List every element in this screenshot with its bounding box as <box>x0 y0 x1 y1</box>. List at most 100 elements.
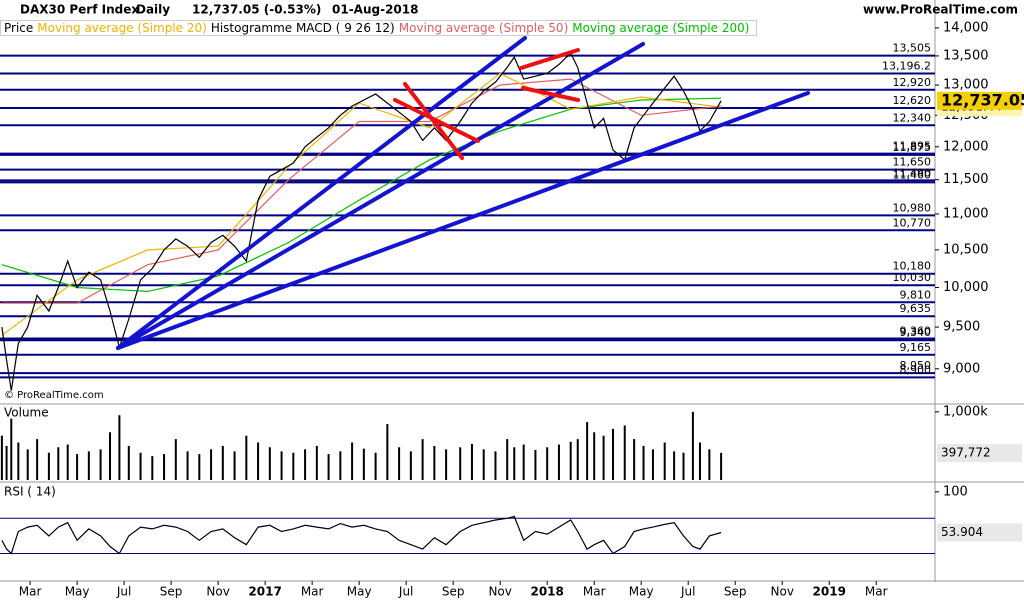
volume-bar <box>546 447 549 480</box>
trend-line <box>116 36 527 350</box>
legend: Price Moving average (Simple 20) Histogram… <box>0 20 758 36</box>
volume-bar <box>139 452 142 480</box>
volume-bar <box>304 449 307 480</box>
y-tick-label: 9,500 <box>943 320 980 335</box>
x-tick-label: 2019 <box>813 585 846 599</box>
x-tick-label: Mar <box>865 585 888 599</box>
volume-bar <box>233 451 236 480</box>
last-value-box <box>937 91 1022 110</box>
volume-bar <box>280 451 283 480</box>
volume-bar <box>127 445 130 480</box>
x-tick-label: May <box>629 585 654 599</box>
volume-bar <box>534 450 537 480</box>
legend-entry: Price <box>4 21 34 35</box>
legend-entry: Moving average (Simple 20) <box>37 21 207 35</box>
volume-bar <box>642 445 645 480</box>
y-tick-label: 1,000k <box>943 404 988 419</box>
volume-bar <box>327 454 330 480</box>
volume-bar <box>593 432 596 480</box>
volume-bar <box>174 439 177 480</box>
volume-bar <box>36 439 39 480</box>
x-tick-label: Nov <box>771 585 794 599</box>
volume-bar <box>5 445 8 480</box>
level-label: 12,920 <box>893 76 932 89</box>
panel <box>0 52 935 391</box>
trend-line <box>116 91 810 350</box>
volume-bar <box>292 452 295 480</box>
level-label: 13,505 <box>893 42 932 55</box>
volume-bar <box>245 435 248 480</box>
trend-line <box>521 86 580 102</box>
level-label: 12,340 <box>893 111 932 124</box>
x-tick-label: May <box>347 585 372 599</box>
panel-title: RSI ( 14) <box>4 485 56 499</box>
x-tick-label: Mar <box>19 585 42 599</box>
volume-bar <box>691 411 694 480</box>
moving-average <box>1 78 722 304</box>
y-tick-label: 100 <box>943 484 968 499</box>
level-label: 11,895 <box>893 140 932 153</box>
volume-bar <box>611 428 614 480</box>
x-tick-label: Mar <box>301 585 324 599</box>
volume-bar <box>623 425 626 480</box>
level-label: 11,460 <box>893 168 932 181</box>
rsi-line <box>1 515 722 555</box>
x-tick-label: Jul <box>680 585 695 599</box>
y-tick-label: 10,500 <box>943 242 989 257</box>
moving-average <box>1 97 722 293</box>
volume-bar <box>57 447 60 480</box>
y-tick-label: 9,000 <box>943 361 980 376</box>
volume-bar <box>513 447 516 480</box>
volume-bar <box>47 452 50 480</box>
volume-bar <box>586 422 589 480</box>
volume-bar <box>673 451 676 480</box>
level-label: 12,620 <box>893 94 932 107</box>
volume-bar <box>257 442 260 480</box>
y-tick-label: 13,500 <box>943 48 989 63</box>
level-label: 10,980 <box>893 201 932 214</box>
x-tick-label: Mar <box>583 585 606 599</box>
x-tick-label: May <box>65 585 90 599</box>
level-label: 9,635 <box>900 302 932 315</box>
trend-line <box>393 98 480 143</box>
volume-bar <box>76 454 79 480</box>
volume-bar <box>698 442 701 480</box>
volume-bar <box>26 449 29 480</box>
level-label: 9,360 <box>900 325 932 338</box>
volume-bar <box>494 451 497 480</box>
trend-line <box>519 48 580 70</box>
x-tick-label: 2017 <box>248 585 281 599</box>
x-tick-label: 2018 <box>530 585 563 599</box>
volume-bar <box>163 454 166 480</box>
period: Daily <box>136 3 170 17</box>
volume-bar <box>720 452 723 480</box>
volume-bar <box>0 435 3 480</box>
level-label: 8,950 <box>900 359 932 372</box>
volume-bar <box>66 444 69 480</box>
volume-bar <box>118 415 121 480</box>
x-tick-label: Sep <box>442 585 465 599</box>
y-tick-label: 13,000 <box>943 78 989 93</box>
volume-bar <box>459 447 462 480</box>
volume-bar <box>210 449 213 480</box>
volume-bar <box>470 443 473 480</box>
volume-bar <box>17 442 20 480</box>
date: 01-Aug-2018 <box>332 3 418 17</box>
last-value-box <box>937 443 1022 462</box>
x-tick-label: Jul <box>116 585 131 599</box>
last-value-label: 53.904 <box>941 525 983 539</box>
x-tick-label: Sep <box>724 585 747 599</box>
volume-bar <box>221 445 224 480</box>
legend-entry: Moving average (Simple 50) <box>398 21 569 35</box>
level-label: 11,490 <box>893 166 932 179</box>
level-label: 9,340 <box>900 326 932 339</box>
volume-bar <box>433 445 436 480</box>
legend-entry: Moving average (Simple 200) <box>572 21 750 35</box>
panel <box>0 515 935 555</box>
volume-bar <box>374 452 377 480</box>
chart-title: DAX30 Perf Index <box>20 3 139 17</box>
volume-bar <box>398 447 401 480</box>
